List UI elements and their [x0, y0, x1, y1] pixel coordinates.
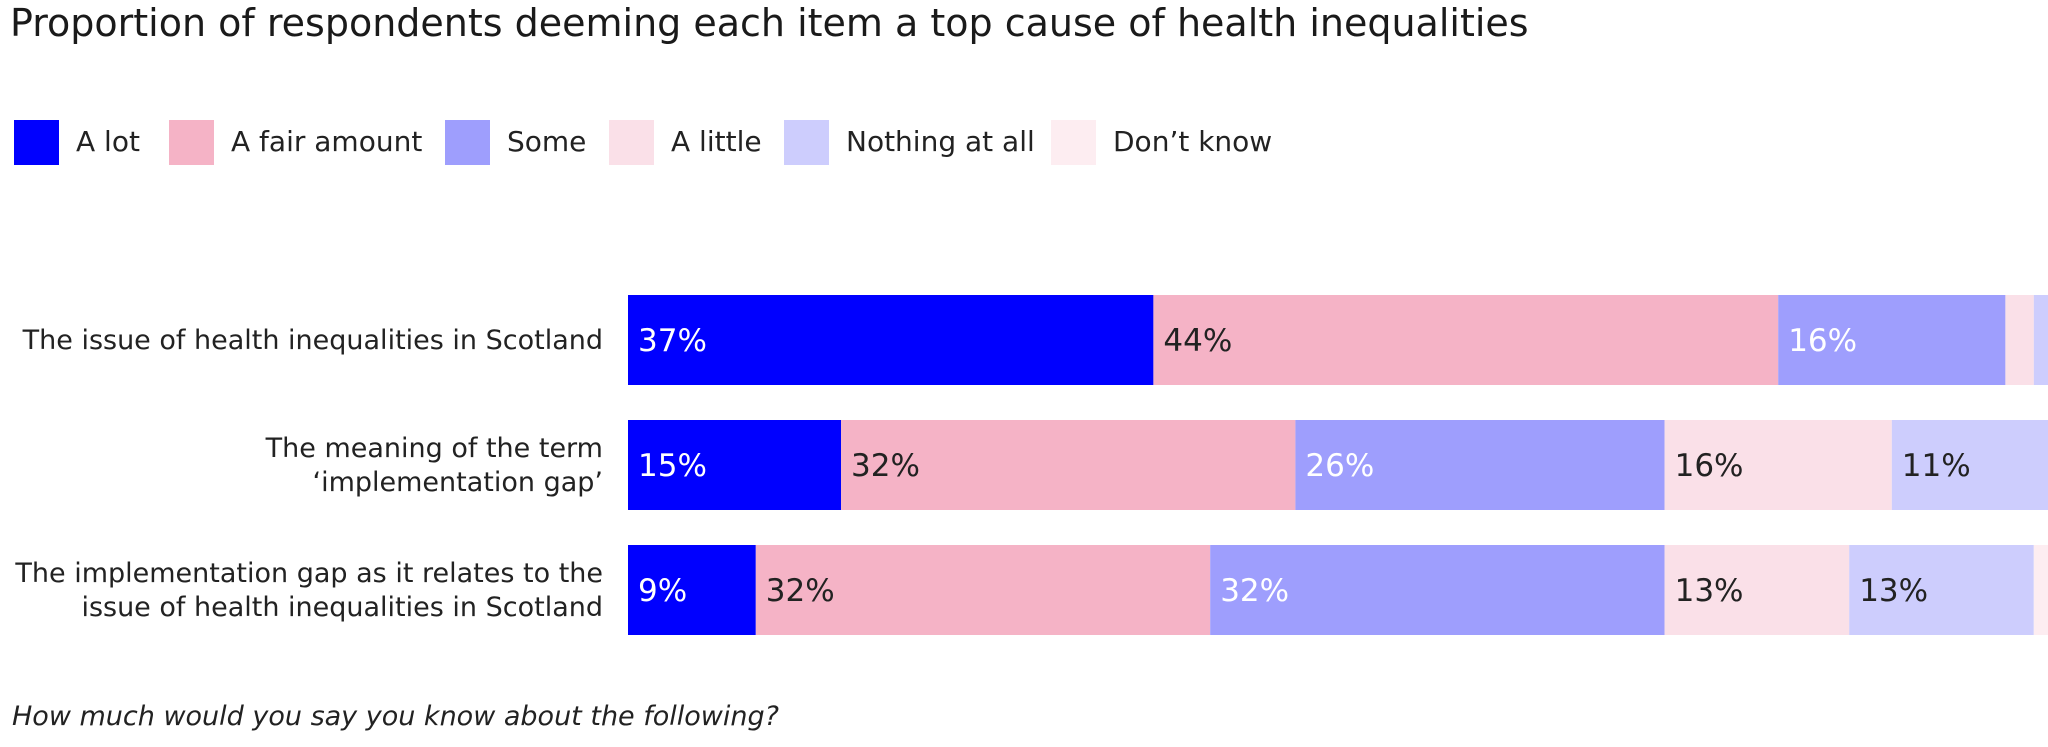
category-label-2: The meaning of the term ‘implementation g…: [265, 433, 603, 498]
legend-label-a-little: A little: [671, 125, 762, 158]
bar-segment-a-lot-1: [628, 295, 1154, 385]
category-label-3: The implementation gap as it relates to …: [14, 558, 603, 623]
bar-segment-a-lot-2: [628, 420, 841, 510]
legend-label-nothing-at-all: Nothing at all: [846, 125, 1035, 158]
chart-title: Proportion of respondents deeming each i…: [10, 1, 1529, 45]
data-label-a-lot-1: 37%: [638, 323, 707, 359]
legend-swatch-nothing-at-all: [784, 120, 829, 165]
legend-swatch-a-little: [609, 120, 654, 165]
bar-segment-a-lot-3: [628, 545, 756, 635]
bar-segment-a-fair-amount-2: [841, 420, 1296, 510]
legend-label-some: Some: [507, 125, 587, 158]
legend-swatch-some: [445, 120, 490, 165]
bar-segment-a-fair-amount-1: [1153, 295, 1779, 385]
legend-swatch-a-lot: [14, 120, 59, 165]
data-label-a-fair-amount-1: 44%: [1163, 323, 1232, 359]
data-label-a-lot-2: 15%: [638, 448, 707, 484]
data-label-some-3: 32%: [1220, 573, 1289, 609]
bar-segment-some-2: [1295, 420, 1665, 510]
bar-segment-nothing-at-all-1: [2033, 295, 2048, 385]
data-label-nothing-at-all-3: 13%: [1859, 573, 1928, 609]
data-label-a-fair-amount-2: 32%: [851, 448, 920, 484]
bar-segment-a-little-3: [1664, 545, 1850, 635]
bar-segment-some-3: [1210, 545, 1665, 635]
legend-label-a-fair-amount: A fair amount: [231, 125, 423, 158]
bar-segment-a-little-2: [1664, 420, 1892, 510]
legend-swatch-dont-know: [1051, 120, 1096, 165]
bar-segment-nothing-at-all-3: [1849, 545, 2034, 635]
data-label-some-1: 16%: [1788, 323, 1857, 359]
bar-segment-a-little-1: [2005, 295, 2034, 385]
category-label-1: The issue of health inequalities in Scot…: [22, 325, 603, 356]
bar-segment-a-fair-amount-3: [755, 545, 1211, 635]
data-label-nothing-at-all-2: 11%: [1902, 448, 1971, 484]
data-label-a-little-3: 13%: [1675, 573, 1744, 609]
legend-label-a-lot: A lot: [76, 125, 140, 158]
bar-segment-nothing-at-all-2: [1891, 420, 2048, 510]
legend-label-dont-know: Don’t know: [1113, 125, 1273, 158]
chart-footnote: How much would you say you know about th…: [12, 701, 779, 732]
data-label-a-little-2: 16%: [1675, 448, 1744, 484]
data-label-a-lot-3: 9%: [638, 573, 687, 609]
data-label-some-2: 26%: [1305, 448, 1374, 484]
legend-swatch-a-fair-amount: [169, 120, 214, 165]
data-label-a-fair-amount-3: 32%: [766, 573, 835, 609]
bar-segment-some-1: [1778, 295, 2006, 385]
bar-segment-don-t-know-3: [2033, 545, 2048, 635]
